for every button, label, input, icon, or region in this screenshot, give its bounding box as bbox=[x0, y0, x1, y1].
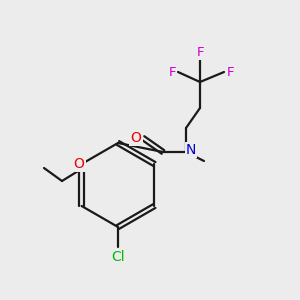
Text: O: O bbox=[130, 131, 141, 145]
Text: F: F bbox=[168, 65, 176, 79]
Text: Cl: Cl bbox=[111, 250, 125, 264]
Text: O: O bbox=[74, 157, 84, 171]
Text: F: F bbox=[196, 46, 204, 59]
Text: F: F bbox=[226, 65, 234, 79]
Text: N: N bbox=[186, 143, 196, 157]
